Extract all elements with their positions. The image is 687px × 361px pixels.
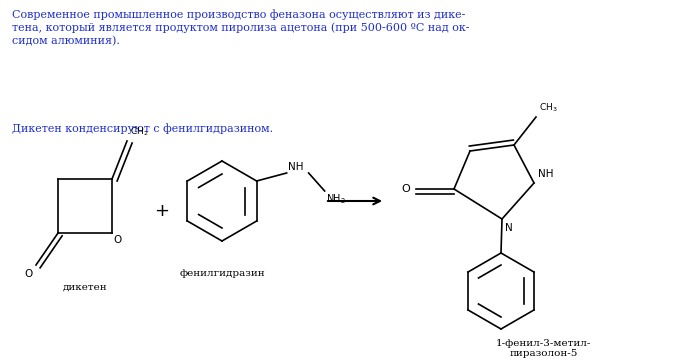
Text: CH$_3$: CH$_3$ (539, 101, 558, 114)
Text: CH$_2$: CH$_2$ (130, 126, 148, 138)
Text: N: N (505, 223, 513, 233)
Text: дикетен: дикетен (63, 283, 107, 292)
Text: 1-фенил-3-метил-
пиразолон-5: 1-фенил-3-метил- пиразолон-5 (496, 339, 592, 358)
Text: O: O (401, 184, 410, 194)
Text: NH: NH (538, 169, 554, 179)
Text: NH: NH (288, 162, 303, 172)
Text: +: + (155, 202, 170, 220)
Text: Современное промышленное производство феназона осуществляют из дике-
тена, котор: Современное промышленное производство фе… (12, 9, 469, 47)
Text: NH$_2$: NH$_2$ (326, 192, 346, 206)
Text: Дикетен конденсируют с фенилгидразином.: Дикетен конденсируют с фенилгидразином. (12, 123, 273, 134)
Text: O: O (25, 269, 33, 279)
Text: фенилгидразин: фенилгидразин (179, 269, 264, 278)
Text: O: O (113, 235, 121, 245)
